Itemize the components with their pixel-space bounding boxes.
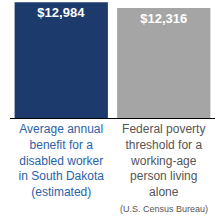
- svg-text:Federal povertythreshold for a: Federal povertythreshold for aworking-ag…: [122, 122, 205, 198]
- svg-text:(U.S. Census Bureau): (U.S. Census Bureau): [120, 204, 208, 214]
- svg-text:$12,984: $12,984: [37, 5, 85, 20]
- svg-text:$12,316: $12,316: [140, 11, 187, 26]
- svg-text:Average annualbenefit for adis: Average annualbenefit for adisabled work…: [19, 122, 105, 198]
